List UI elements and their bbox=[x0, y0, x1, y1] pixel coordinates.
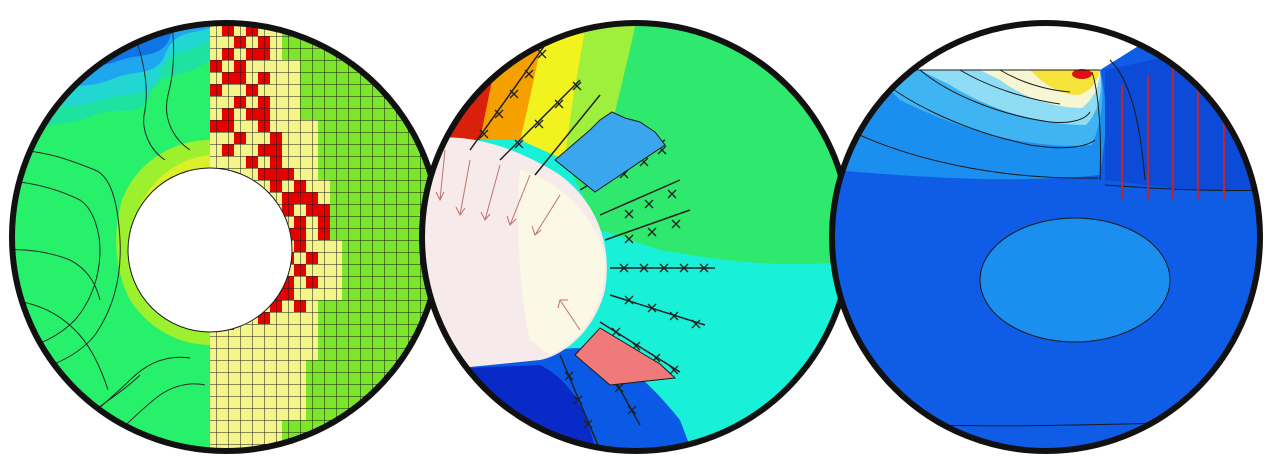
tunnel-opening-left bbox=[127, 167, 293, 333]
bolt-5 bbox=[599, 179, 681, 216]
excavation-core bbox=[518, 170, 606, 355]
bolt-3 bbox=[534, 94, 601, 176]
load-diagram-red bbox=[574, 327, 677, 386]
bolt-markers bbox=[479, 49, 709, 429]
panel-slope-stress-contour bbox=[829, 20, 1263, 454]
stress-bulb bbox=[979, 217, 1171, 343]
panel-tunnel-plastic-zone bbox=[9, 20, 443, 454]
bolt-2 bbox=[499, 79, 581, 161]
bolt-6 bbox=[604, 209, 691, 241]
panel-frame-right bbox=[829, 20, 1263, 454]
bolt-9 bbox=[599, 321, 681, 373]
displacement-arrows bbox=[435, 149, 581, 331]
stress-band-right bbox=[1105, 45, 1260, 192]
stress-peak bbox=[1072, 69, 1092, 79]
bolt-8 bbox=[609, 294, 706, 326]
panel-tunnel-rock-bolts bbox=[419, 20, 853, 454]
load-diagram-blue bbox=[554, 111, 666, 193]
